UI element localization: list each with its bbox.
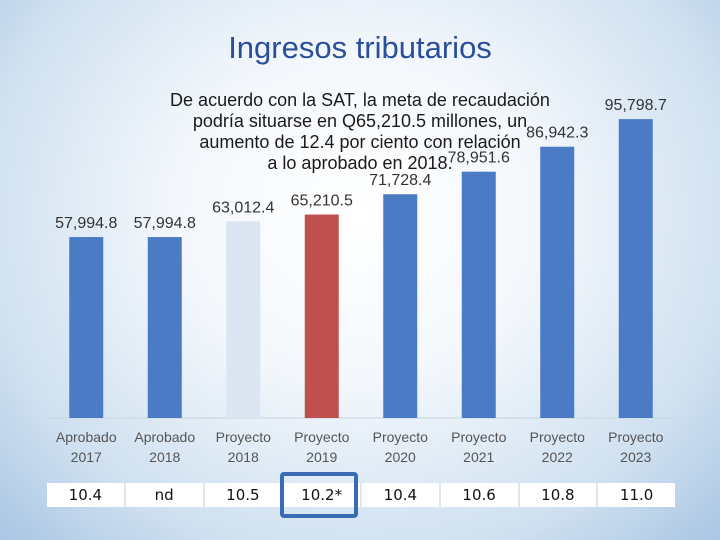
bar-value-label: 95,798.7	[605, 97, 667, 114]
bar-value-label: 63,012.4	[212, 199, 274, 216]
table-cell: 11.0	[619, 486, 654, 504]
category-tick-label: 2017	[71, 449, 102, 465]
category-tick-label: Proyecto	[294, 429, 349, 445]
category-tick-label: Proyecto	[216, 429, 271, 445]
bar-value-label: 57,994.8	[134, 215, 196, 232]
bar	[618, 119, 653, 418]
bar	[304, 214, 339, 418]
chart-subtitle: De acuerdo con la SAT, la meta de recaud…	[170, 90, 550, 173]
category-tick-label: 2018	[149, 449, 180, 465]
category-tick-label: Proyecto	[451, 429, 506, 445]
category-tick-label: 2018	[228, 449, 259, 465]
category-tick-label: 2021	[463, 449, 494, 465]
bar-value-label: 71,728.4	[369, 172, 431, 189]
category-tick-label: 2023	[620, 449, 651, 465]
bar	[461, 171, 496, 418]
bar	[383, 194, 418, 418]
page-title: Ingresos tributarios	[228, 30, 492, 65]
table-cell: 10.4	[362, 483, 441, 507]
bar-value-label: 57,994.8	[55, 215, 117, 232]
category-tick-label: Proyecto	[608, 429, 663, 445]
table-cell: nd	[126, 483, 205, 507]
table-cell: 10.8	[520, 483, 599, 507]
category-tick-label: Aprobado	[134, 429, 195, 445]
category-tick-label: Aprobado	[56, 429, 117, 445]
category-tick-label: 2020	[385, 449, 416, 465]
bar-value-label: 86,942.3	[526, 125, 588, 142]
category-tick-label: 2022	[542, 449, 573, 465]
category-tick-label: 2019	[306, 449, 337, 465]
bar	[69, 237, 104, 418]
table-cell: 10.5	[205, 483, 284, 507]
table-cell: 10.6	[441, 483, 520, 507]
bar	[147, 237, 182, 418]
bar-value-label: 78,951.6	[448, 150, 510, 167]
bar	[226, 221, 261, 418]
table-cell-highlighted: 10.2*	[283, 483, 362, 507]
table-cell: 10.4	[47, 483, 126, 507]
growth-table-row: 10.4 nd 10.5 10.2* 10.4 10.6 10.8 11.0	[47, 483, 675, 507]
category-tick-label: Proyecto	[373, 429, 428, 445]
bar-value-label: 65,210.5	[291, 193, 353, 210]
highlight-frame	[280, 472, 358, 518]
bar	[540, 146, 575, 418]
category-tick-label: Proyecto	[530, 429, 585, 445]
